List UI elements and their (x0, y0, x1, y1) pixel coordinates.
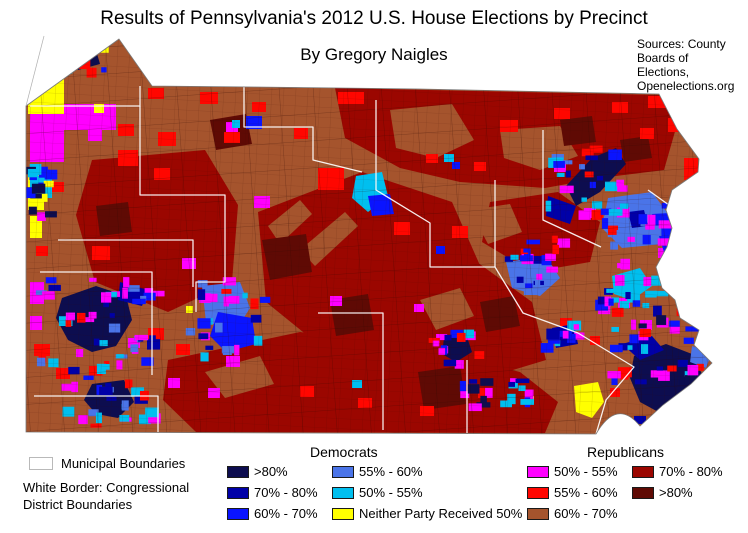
author-subtitle: By Gregory Naigles (300, 45, 448, 64)
legend-swatch (632, 465, 654, 478)
sources-note: Sources: County Boards of Elections, Ope… (637, 37, 748, 93)
democrats-legend-title: Democrats (310, 444, 378, 460)
democrats-legend-grid: >80% 55% - 60% 70% - 80% 50% - 55% 60% -… (227, 464, 522, 521)
legend-swatch (527, 465, 549, 478)
legend-label: 60% - 70% (254, 506, 318, 521)
legend-label: >80% (254, 464, 288, 479)
municipal-boundary-swatch (29, 457, 53, 470)
sources-line: Elections, (637, 65, 690, 79)
legend-label: Neither Party Received 50% (359, 506, 523, 521)
legend-swatch (527, 486, 549, 499)
legend-swatch (527, 507, 549, 520)
republicans-legend-grid: 50% - 55% 70% - 80% 55% - 60% >80% 60% -… (527, 464, 723, 521)
congressional-boundary-note: White Border: Congressional District Bou… (23, 479, 213, 513)
republicans-legend-title: Republicans (587, 444, 665, 460)
legend-label: 60% - 70% (554, 506, 618, 521)
legend-swatch (227, 465, 249, 478)
legend-label: >80% (659, 485, 693, 500)
municipal-boundaries-row: Municipal Boundaries (23, 456, 213, 471)
republicans-legend: Republicans 50% - 55% 70% - 80% 55% - 60… (527, 444, 723, 521)
legend-label: 70% - 80% (659, 464, 723, 479)
legend-label: 50% - 55% (554, 464, 618, 479)
legend-label: 55% - 60% (359, 464, 423, 479)
legend-label: 70% - 80% (254, 485, 318, 500)
sources-line: Boards of (637, 51, 689, 65)
democrats-legend: Democrats >80% 55% - 60% 70% - 80% 50% -… (227, 444, 522, 521)
legend-swatch (632, 486, 654, 499)
boundary-legend: Municipal Boundaries White Border: Congr… (23, 456, 213, 513)
legend-swatch (332, 465, 354, 478)
legend-swatch (227, 486, 249, 499)
legend-swatch (332, 486, 354, 499)
sources-line: Sources: County (637, 37, 726, 51)
note-line: White Border: Congressional (23, 480, 190, 495)
legend-swatch (227, 507, 249, 520)
municipal-boundaries-label: Municipal Boundaries (61, 456, 186, 471)
note-line: District Boundaries (23, 497, 133, 512)
legend-label: 55% - 60% (554, 485, 618, 500)
page-title: Results of Pennsylvania's 2012 U.S. Hous… (100, 8, 648, 29)
sources-line: Openelections.org (637, 79, 735, 93)
legend-swatch (332, 507, 354, 520)
legend-label: 50% - 55% (359, 485, 423, 500)
